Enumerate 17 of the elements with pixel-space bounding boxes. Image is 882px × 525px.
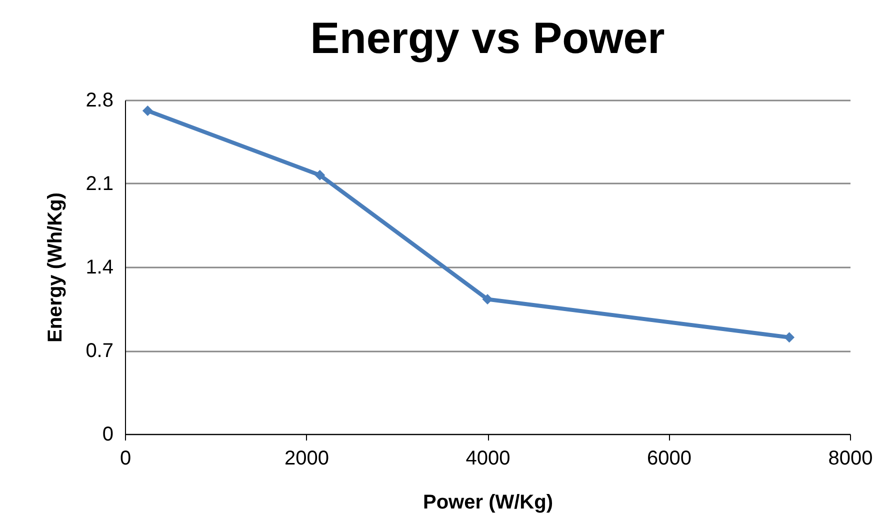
point <box>314 170 326 180</box>
point <box>784 332 795 343</box>
x-tick-label: 4000 <box>466 448 510 470</box>
y-axis-title: Energy (Wh/Kg) <box>44 192 67 342</box>
x-tick-label: 0 <box>120 448 132 470</box>
y-tick-label: 0.7 <box>86 340 114 362</box>
y-tick-label: 0 <box>102 424 114 446</box>
x-tick-label: 2000 <box>284 448 329 470</box>
x-axis-title: Power (W/Kg) <box>423 492 553 514</box>
chart-title: Energy vs Power <box>310 14 665 63</box>
y-tick-label: 1.4 <box>86 256 114 278</box>
point <box>142 105 153 116</box>
x-tick-label: 8000 <box>828 448 873 470</box>
y-tick-label: 2.8 <box>86 90 114 112</box>
point <box>482 294 493 304</box>
x-tick-label: 6000 <box>647 448 692 470</box>
y-tick-label: 2.1 <box>86 173 114 195</box>
